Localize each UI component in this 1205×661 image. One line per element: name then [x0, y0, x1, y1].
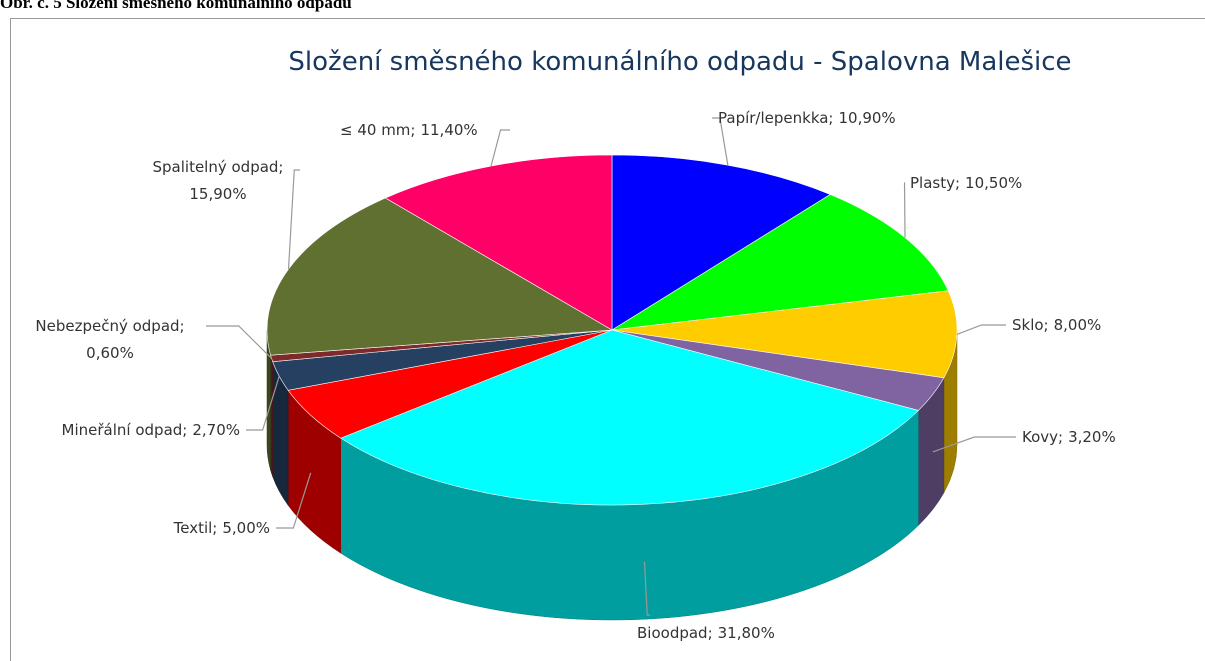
- chart-title: Složení směsného komunálního odpadu - Sp…: [288, 47, 1071, 77]
- chart-border: [10, 18, 1205, 661]
- leader-line: [490, 129, 510, 167]
- leader-line: [712, 117, 729, 166]
- slice: [611, 154, 831, 331]
- slice: [340, 329, 919, 506]
- data-label: Kovy; 3,20%: [1022, 428, 1116, 446]
- data-label: Plasty; 10,50%: [910, 174, 1022, 192]
- leader-line: [276, 472, 312, 529]
- data-label: ≤ 40 mm; 11,40%: [340, 121, 478, 139]
- label-value: 31,80%: [718, 624, 775, 642]
- leader-line: [246, 376, 280, 431]
- label-category: Spalitelný odpad;: [153, 158, 284, 176]
- slice: [611, 194, 949, 331]
- leader-line: [932, 436, 1016, 453]
- data-label: Mineřální odpad; 2,70%: [62, 421, 240, 439]
- leader-line: [956, 324, 1006, 335]
- label-value: 0,60%: [86, 344, 134, 362]
- label-value: 8,00%: [1054, 316, 1102, 334]
- label-category: Textil;: [173, 519, 218, 537]
- caption: Obr. č. 5 Složení směsného komunálního o…: [0, 0, 352, 12]
- label-category: Bioodpad;: [637, 624, 713, 642]
- leader-line: [287, 169, 300, 270]
- label-category: Nebezpečný odpad;: [35, 317, 184, 335]
- label-value: 10,50%: [965, 174, 1022, 192]
- slice-side: [270, 355, 273, 477]
- label-category: Mineřální odpad;: [62, 421, 188, 439]
- label-value: 3,20%: [1068, 428, 1116, 446]
- label-value: 15,90%: [189, 185, 246, 203]
- label-category: Papír/lepenkka;: [718, 109, 833, 127]
- data-label: Spalitelný odpad; 15,90%: [153, 158, 284, 203]
- label-category: Sklo;: [1012, 316, 1049, 334]
- leader-line: [206, 325, 273, 359]
- label-value: 2,70%: [192, 421, 240, 439]
- label-category: Kovy;: [1022, 428, 1063, 446]
- data-label: Nebezpečný odpad; 0,60%: [35, 317, 184, 362]
- label-category: Plasty;: [910, 174, 960, 192]
- label-value: 11,40%: [420, 121, 477, 139]
- data-label: Bioodpad; 31,80%: [637, 624, 775, 642]
- label-value: 5,00%: [222, 519, 270, 537]
- leader-line: [643, 561, 650, 616]
- label-category: ≤ 40 mm;: [340, 121, 415, 139]
- label-value: 10,90%: [838, 109, 895, 127]
- slice: [266, 197, 613, 356]
- leader-line: [903, 182, 906, 238]
- data-label: Sklo; 8,00%: [1012, 316, 1101, 334]
- data-label: Textil; 5,00%: [173, 519, 270, 537]
- data-label: Papír/lepenkka; 10,90%: [718, 109, 896, 127]
